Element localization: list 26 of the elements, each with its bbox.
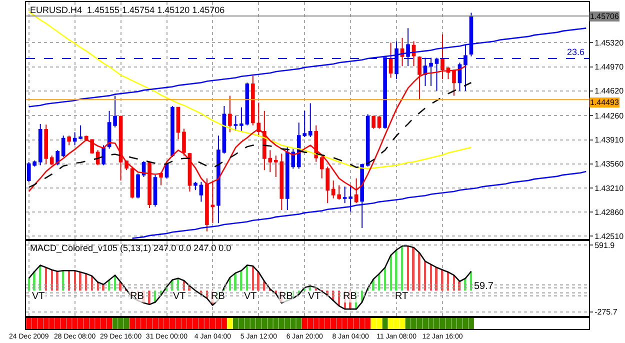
y-tick-label: 1.42510: [594, 232, 624, 242]
annotation: 59.7: [474, 281, 494, 292]
annotation: RB: [343, 291, 358, 302]
annotation: VT: [244, 291, 257, 302]
annotation: VT: [173, 291, 186, 302]
annotation: VT: [308, 291, 321, 302]
y-tick-label: 1.43910: [594, 136, 624, 145]
y-tick-label: 1.42860: [594, 208, 624, 217]
y-tick-label: 1.44260: [594, 111, 624, 120]
chart-title: EURUSD.H4 1.45155 1.45754 1.45120 1.45706: [30, 5, 225, 15]
y-tick-label: 1.44970: [594, 62, 624, 72]
y-tick-label: 1.44620: [594, 86, 624, 96]
y-tick-label: 1.45320: [594, 38, 624, 48]
annotation: RB: [279, 291, 294, 302]
chart-title: MACD_Colored_v105 (5,13,1) 247.0 0.0 247.0 0.0: [30, 243, 232, 253]
annotation: VT: [32, 291, 45, 302]
annotation: RB: [130, 291, 144, 302]
y-tick-label: 1.43210: [594, 184, 624, 193]
annotation: RB: [211, 291, 226, 302]
ref-line-label: 1.45706: [590, 12, 620, 21]
annotation: 23.6: [567, 47, 585, 57]
y-tick-label: 1.43560: [594, 160, 624, 169]
y-tick-label: 591.9: [594, 240, 616, 250]
annotation: RT: [395, 291, 408, 302]
y-tick-label: -275.7: [594, 308, 618, 317]
ref-line-label: 1.44493: [590, 98, 620, 107]
